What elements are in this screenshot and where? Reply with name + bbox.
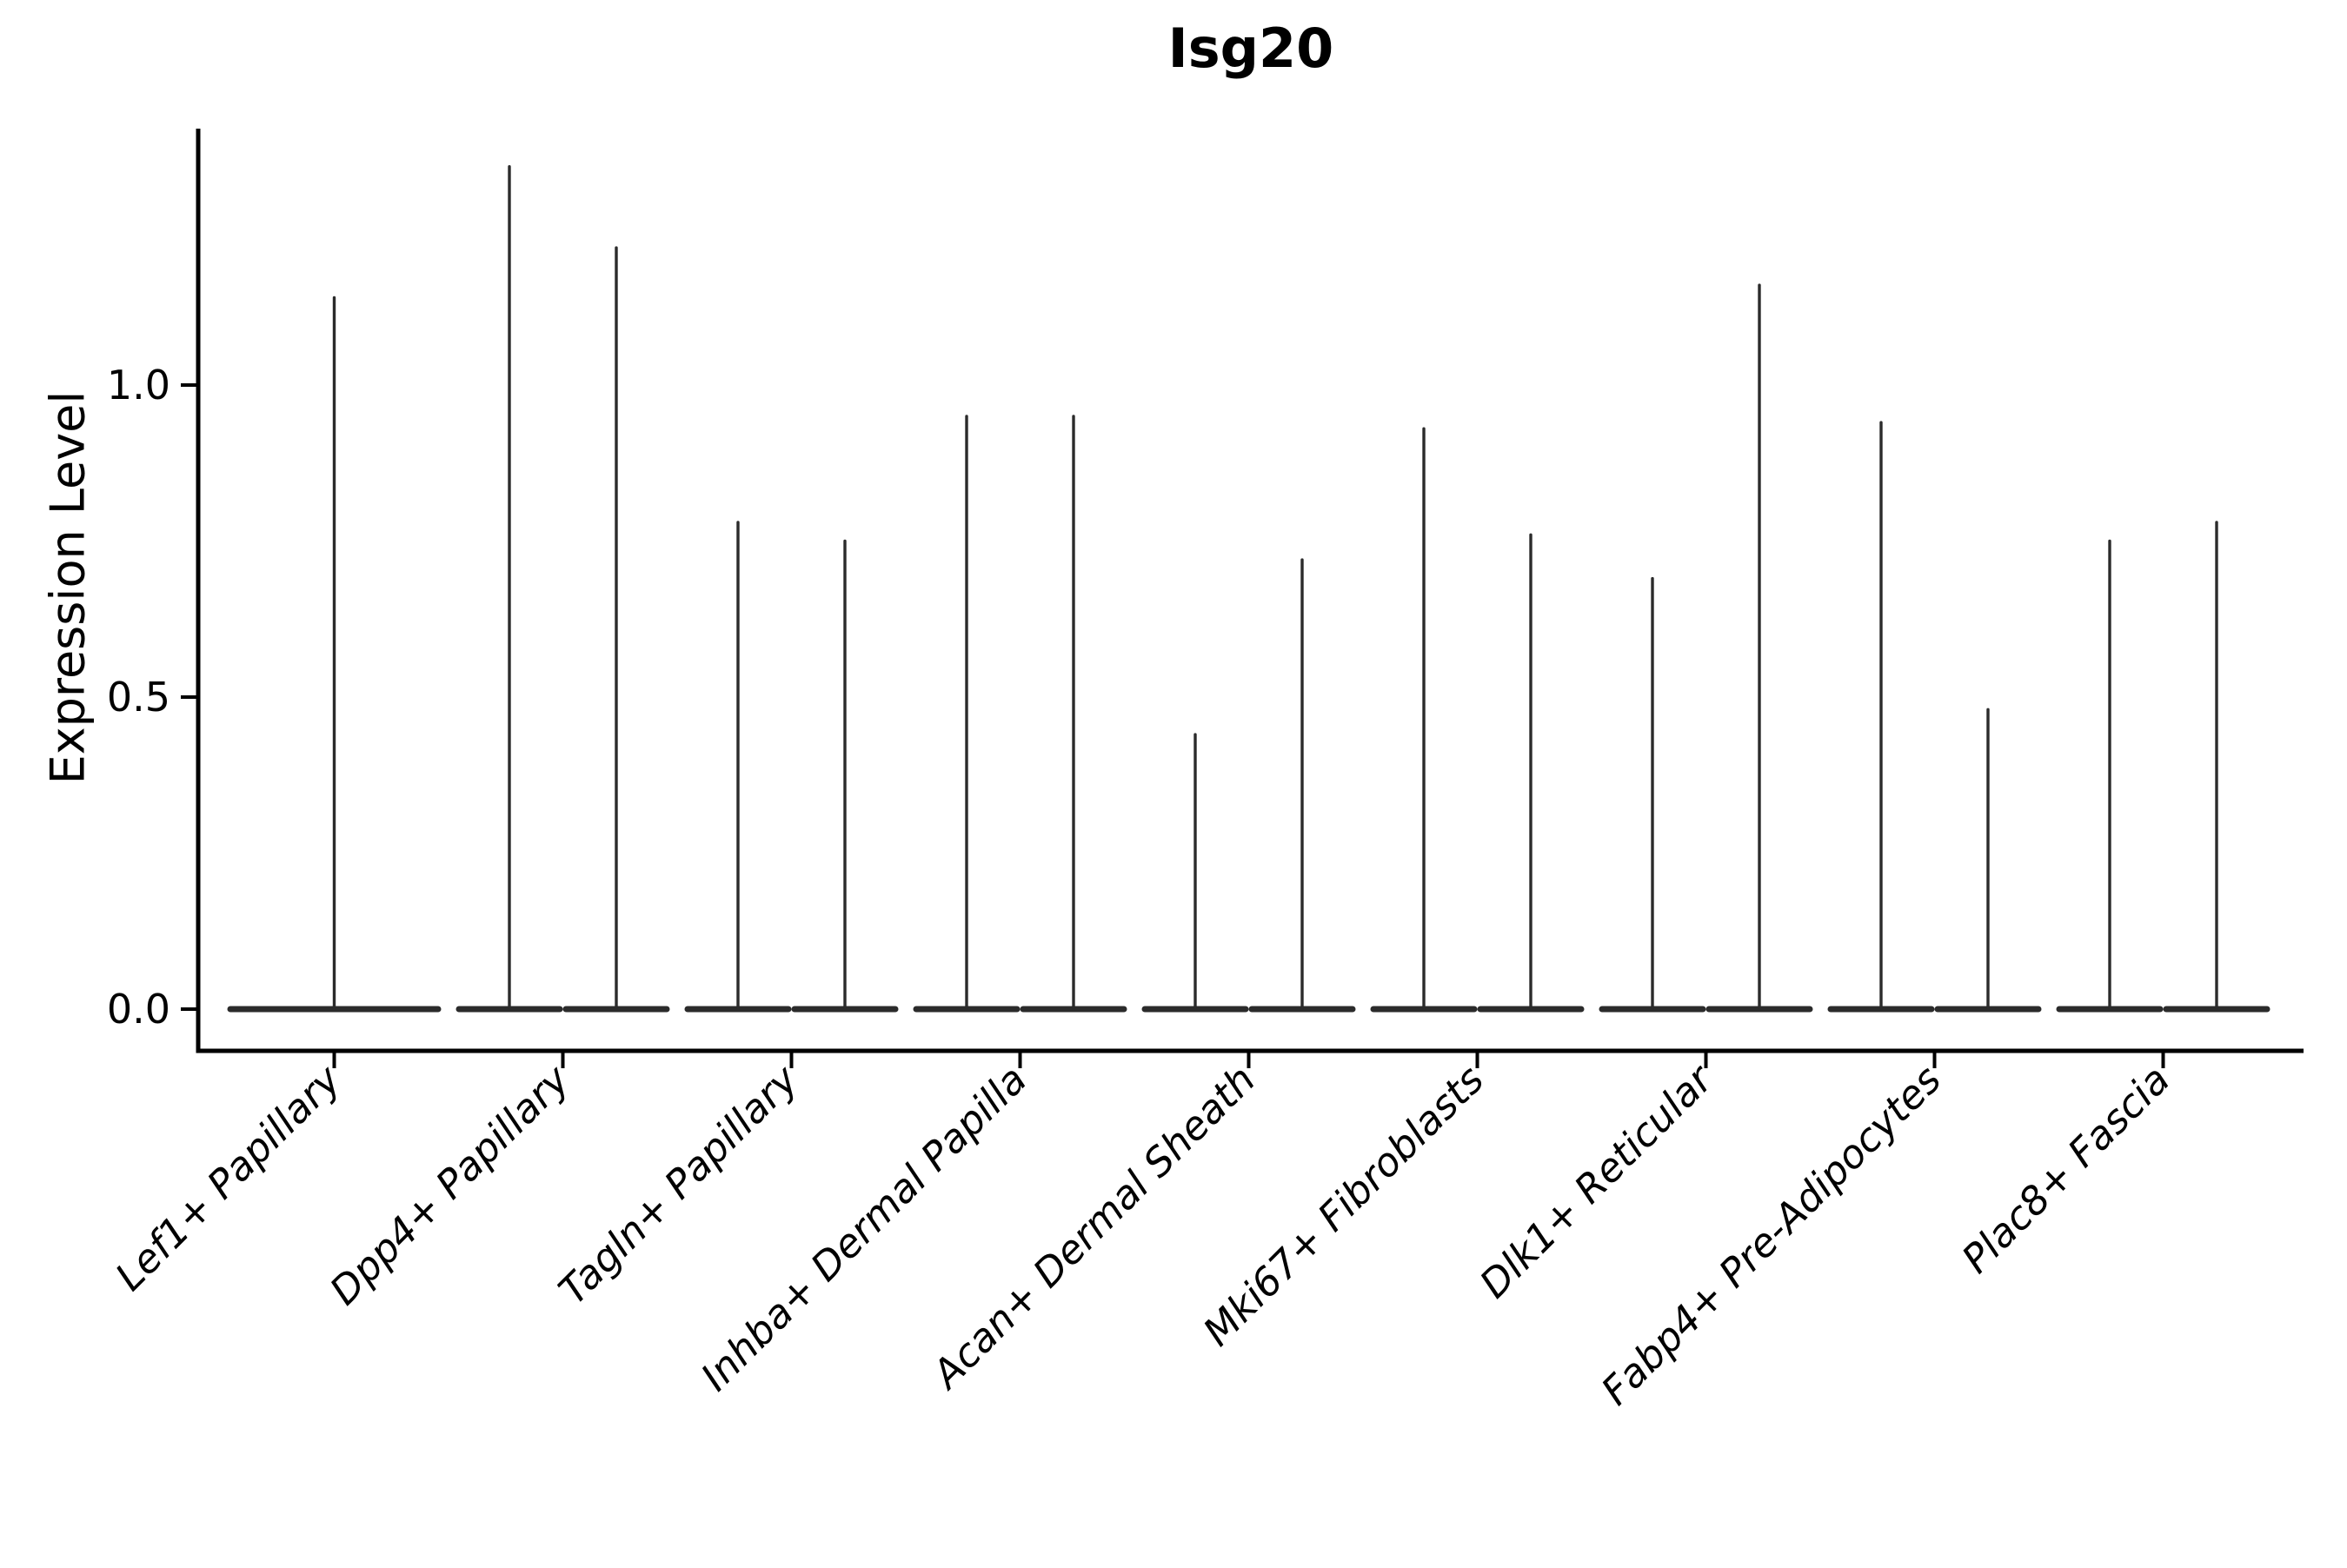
chart-title: Isg20 bbox=[1167, 17, 1334, 80]
x-tick-label: Dlk1+ Reticular bbox=[1471, 1055, 1723, 1307]
y-axis-label: Expression Level bbox=[40, 390, 96, 785]
y-tick-label: 0.5 bbox=[107, 674, 170, 721]
x-tick-label: Plac8+ Fascia bbox=[1953, 1056, 2179, 1282]
y-tick-label: 0.0 bbox=[107, 986, 170, 1033]
y-tick-label: 1.0 bbox=[107, 362, 170, 409]
x-tick-label: Tagln+ Papillary bbox=[549, 1055, 808, 1313]
x-tick-label: Lef1+ Papillary bbox=[106, 1055, 350, 1299]
x-tick-label: Dpp4+ Papillary bbox=[321, 1055, 579, 1313]
